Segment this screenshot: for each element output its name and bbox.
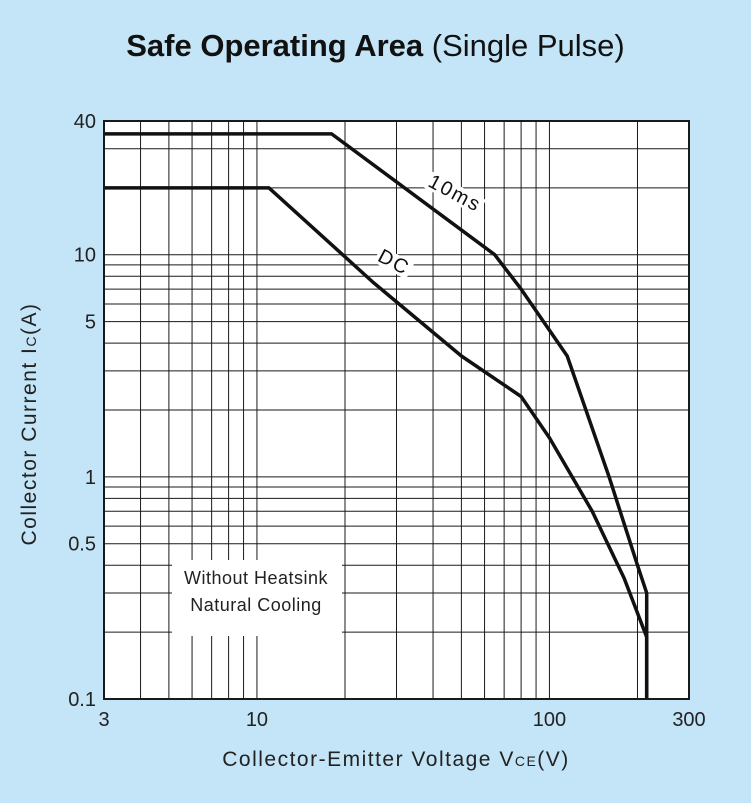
chart-title-main: Safe Operating Area	[126, 28, 424, 63]
y-axis-label-suffix: (A)	[18, 302, 41, 335]
y-axis-label-sub: C	[23, 335, 39, 347]
y-axis-label-prefix: Collector Current I	[18, 347, 41, 546]
x-axis-label-sub: CE	[515, 753, 537, 769]
y-tick-label: 1	[85, 467, 96, 489]
chart-title-subtitle: (Single Pulse)	[431, 28, 625, 63]
series-line-10ms	[104, 132, 649, 699]
chart-title: Safe Operating Area (Single Pulse)	[0, 28, 751, 64]
y-tick-label: 10	[74, 245, 96, 267]
y-tick-label: 5	[85, 312, 96, 334]
y-tick-label: 40	[74, 111, 96, 133]
y-axis-label: Collector Current IC(A)	[18, 302, 41, 545]
x-axis-label: Collector-Emitter Voltage VCE(V)	[222, 748, 570, 771]
annotation-box	[172, 560, 342, 636]
series-layer	[104, 132, 649, 699]
plot-frame	[103, 120, 690, 700]
tick-label-layer: 3 10 100 300 0.1 0.5 1 5 10 40	[68, 111, 706, 731]
y-tick-label: 0.5	[68, 534, 96, 556]
series-label-dc-background	[373, 246, 415, 280]
annotation-line-2: Natural Cooling	[190, 595, 322, 615]
x-axis-label-suffix: (V)	[537, 748, 570, 771]
annotation-line-1: Without Heatsink	[184, 568, 329, 588]
x-tick-label: 300	[672, 709, 705, 731]
series-label-10ms-background	[423, 171, 486, 216]
x-tick-label: 3	[98, 709, 109, 731]
x-tick-label: 100	[533, 709, 566, 731]
series-line-dc	[104, 186, 649, 699]
y-tick-label: 0.1	[68, 689, 96, 711]
x-axis-label-prefix: Collector-Emitter Voltage V	[222, 748, 515, 771]
x-tick-label: 10	[246, 709, 268, 731]
